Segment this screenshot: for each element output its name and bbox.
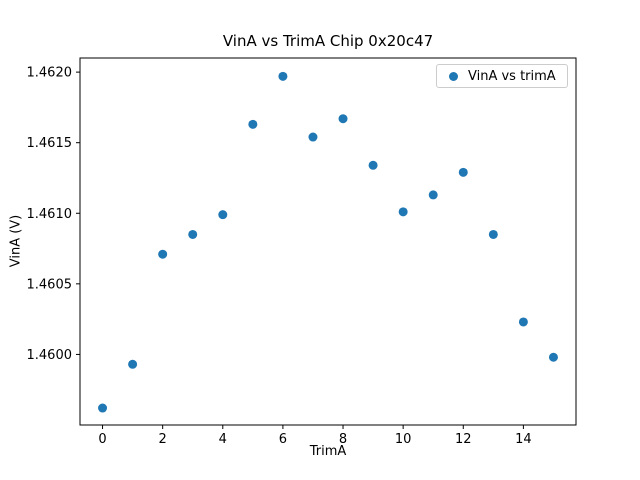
data-point <box>398 207 408 217</box>
data-point <box>188 229 198 239</box>
y-axis-label: VinA (V) <box>8 214 24 268</box>
data-point <box>98 403 108 413</box>
x-tick-label: 4 <box>219 432 227 447</box>
data-point <box>278 71 288 81</box>
legend: VinA vs trimA <box>436 64 568 88</box>
data-point <box>158 249 168 259</box>
data-point <box>428 190 438 200</box>
legend-marker-icon <box>449 71 458 81</box>
x-tick-label: 12 <box>455 432 472 447</box>
y-tick-label: 1.4605 <box>27 277 73 292</box>
data-point <box>488 229 498 239</box>
x-tick-label: 0 <box>98 432 106 447</box>
data-point <box>338 114 348 124</box>
legend-label: VinA vs trimA <box>468 68 556 84</box>
y-tick-label: 1.4620 <box>27 66 73 81</box>
data-point <box>248 119 258 129</box>
chart-title: VinA vs TrimA Chip 0x20c47 <box>222 32 434 50</box>
data-point <box>518 317 528 327</box>
data-point <box>368 160 378 170</box>
data-point <box>458 167 468 177</box>
x-tick-label: 6 <box>279 432 287 447</box>
data-point <box>308 132 318 142</box>
data-point <box>548 352 558 362</box>
data-point <box>218 210 228 220</box>
plot-border <box>79 57 577 426</box>
x-tick-label: 8 <box>339 432 347 447</box>
y-tick-label: 1.4610 <box>27 207 73 222</box>
y-tick-label: 1.4600 <box>27 348 73 363</box>
data-point <box>128 359 138 369</box>
x-tick-label: 10 <box>395 432 412 447</box>
x-axis-label: TrimA <box>309 444 347 459</box>
y-tick-label: 1.4615 <box>27 136 73 151</box>
x-tick-label: 14 <box>515 432 532 447</box>
x-tick-label: 2 <box>159 432 167 447</box>
